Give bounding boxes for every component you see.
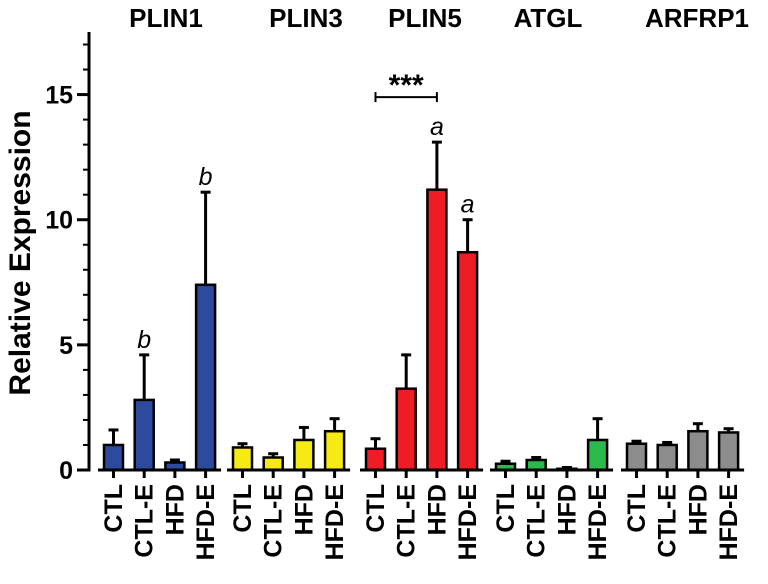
x-tick-label: CTL [362, 484, 390, 533]
bars [102, 140, 740, 472]
y-axis: 0 5 10 15 [45, 32, 91, 485]
significance-letter: a [461, 191, 475, 219]
x-tick-label: CTL-E [131, 484, 159, 558]
significance-letter: b [199, 163, 213, 191]
bar [717, 431, 740, 472]
x-tick-label: CTL-E [393, 484, 421, 558]
y-tick-label: 0 [59, 457, 73, 485]
group-title: PLIN1 [129, 3, 203, 33]
x-tick-label: CTL [229, 484, 257, 533]
group-title: PLIN3 [269, 3, 343, 33]
bar [102, 443, 125, 472]
group-title: ARFRP1 [645, 3, 749, 33]
group-title: ATGL [514, 3, 583, 33]
group-title: PLIN5 [388, 3, 462, 33]
x-tick-label: HFD-E [321, 484, 349, 560]
x-tick-label: HFD [553, 484, 581, 535]
bar [586, 438, 609, 472]
bar [364, 447, 387, 472]
bar [625, 442, 648, 472]
x-tick-label: HFD-E [192, 484, 220, 560]
x-tick-label: HFD [423, 484, 451, 535]
bar [231, 446, 254, 472]
x-tick-label: HFD [161, 484, 189, 535]
significance-letter: a [430, 113, 444, 141]
bar [525, 458, 547, 472]
group-titles: PLIN1 PLIN3 PLIN5 ATGL ARFRP1 [129, 3, 749, 33]
x-tick-label: HFD [290, 484, 318, 535]
x-tick-label: HFD-E [454, 484, 482, 560]
x-tick-label: HFD [684, 484, 712, 535]
y-tick-label: 15 [45, 82, 73, 110]
x-axis: CTL CTL-E HFD HFD-E CTL CTL-E HFD HFD-E CTL CTL-E… [98, 468, 745, 560]
y-tick-label: 5 [59, 332, 73, 360]
bar [262, 456, 284, 472]
y-axis-label: Relative Expression [4, 110, 37, 395]
bar [656, 443, 678, 472]
x-tick-label: HFD-E [584, 484, 612, 560]
x-tick-label: HFD-E [715, 484, 743, 560]
x-tick-label: CTL [100, 484, 128, 533]
bar [426, 188, 448, 472]
bar [323, 429, 346, 472]
bar [194, 283, 217, 472]
bar [395, 387, 417, 472]
x-tick-label: CTL [492, 484, 520, 533]
y-tick-label: 10 [45, 207, 73, 235]
x-tick-label: CTL-E [523, 484, 551, 558]
x-tick-label: CTL-E [260, 484, 288, 558]
x-tick-label: CTL-E [654, 484, 682, 558]
bar [456, 251, 479, 472]
significance-stars: *** [389, 69, 424, 102]
bar [687, 429, 709, 472]
x-tick-label: CTL [623, 484, 651, 533]
significance-letter: b [137, 326, 151, 354]
bar [133, 398, 155, 472]
bar [293, 438, 315, 472]
